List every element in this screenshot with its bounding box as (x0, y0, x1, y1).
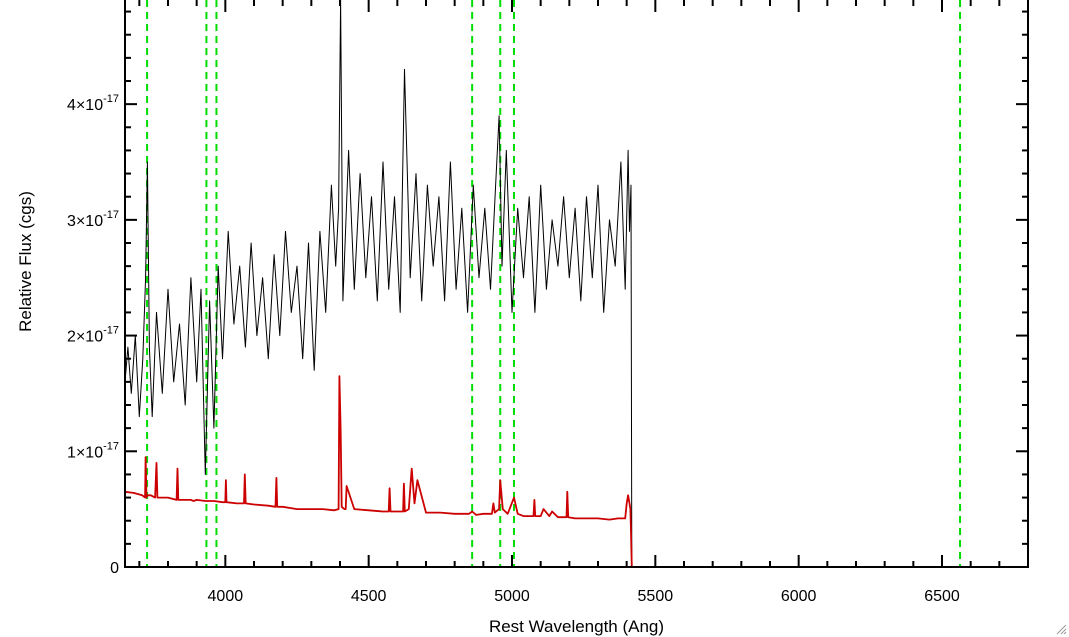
y-tick-label: 3×10-17 (67, 209, 119, 230)
y-tick-label: 1×10-17 (67, 440, 119, 461)
plot-frame (124, 0, 1029, 568)
spectrum-series (124, 0, 1028, 568)
resize-grip-icon[interactable] (1055, 623, 1067, 635)
x-tick-label: 4500 (351, 588, 387, 605)
series-observed-line (124, 0, 1028, 568)
y-tick-label: 2×10-17 (67, 325, 119, 346)
y-tick-labels: 0 1×10-17 2×10-17 3×10-17 4×10-17 (67, 93, 119, 577)
y-tick-label: 4×10-17 (67, 93, 119, 114)
emission-line-markers (146, 0, 962, 567)
x-tick-label: 5000 (494, 588, 530, 605)
x-tick-label: 4000 (208, 588, 244, 605)
x-tick-label: 6000 (781, 588, 817, 605)
axis-ticks (125, 0, 1029, 568)
y-tick-label: 0 (110, 560, 119, 577)
x-tick-labels: 4000 4500 5000 5500 6000 6500 (208, 588, 960, 605)
y-axis-title: Relative Flux (cgs) (16, 191, 35, 332)
series-model-line (124, 375, 1028, 568)
x-tick-label: 5500 (638, 588, 674, 605)
x-tick-label: 6500 (924, 588, 960, 605)
x-axis-title: Rest Wavelength (Ang) (489, 617, 664, 636)
